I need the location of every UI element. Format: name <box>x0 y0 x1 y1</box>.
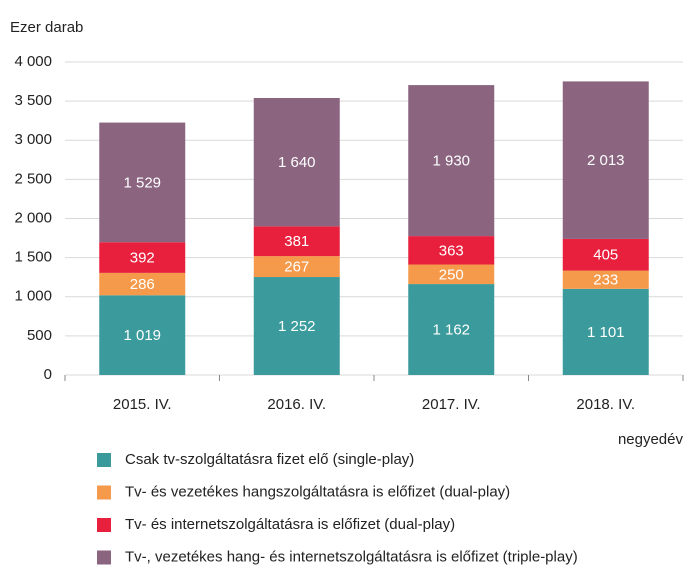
bar-segment <box>562 270 649 289</box>
legend-label: Tv-, vezetékes hang- és internetszolgált… <box>125 548 578 565</box>
legend-swatch <box>97 518 111 532</box>
y-tick-label: 500 <box>27 327 52 344</box>
data-label: 250 <box>439 266 464 283</box>
data-label: 1 640 <box>278 154 316 171</box>
legend-swatch <box>97 550 111 565</box>
x-axis-label: negyedév <box>618 431 684 448</box>
y-tick-label: 1 500 <box>14 249 52 266</box>
x-tick-label: 2017. IV. <box>422 396 481 413</box>
y-tick-label: 2 500 <box>14 170 52 187</box>
legend-swatch <box>97 453 111 467</box>
x-tick-label: 2018. IV. <box>576 396 635 413</box>
data-label: 1 162 <box>432 322 470 339</box>
bar-segment <box>408 284 495 375</box>
bar-segment <box>99 295 186 375</box>
data-label: 381 <box>284 233 309 250</box>
bar-segment <box>253 226 340 257</box>
y-tick-label: 3 500 <box>14 92 52 109</box>
data-label: 1 930 <box>432 153 470 170</box>
bar-segment <box>562 238 649 271</box>
bar-segment <box>253 97 340 227</box>
legend-label: Csak tv-szolgáltatásra fizet elő (single… <box>125 451 414 468</box>
bar-segment <box>562 288 649 375</box>
bar-segment <box>253 256 340 278</box>
data-label: 363 <box>439 242 464 259</box>
data-label: 2 013 <box>587 152 625 169</box>
x-tick-label: 2015. IV. <box>113 396 172 413</box>
data-label: 1 019 <box>123 327 161 344</box>
legend-label: Tv- és vezetékes hangszolgáltatásra is e… <box>125 483 510 500</box>
y-tick-label: 3 000 <box>14 131 52 148</box>
bar-segment <box>99 122 186 243</box>
legend-label: Tv- és internetszolgáltatásra is előfize… <box>125 516 455 533</box>
y-tick-label: 2 000 <box>14 209 52 226</box>
bar-segment <box>408 85 495 237</box>
y-tick-label: 4 000 <box>14 53 52 70</box>
y-tick-label: 0 <box>44 366 52 383</box>
data-label: 267 <box>284 259 309 276</box>
x-tick-label: 2016. IV. <box>267 396 326 413</box>
data-label: 286 <box>130 276 155 293</box>
bar-segment <box>253 277 340 375</box>
bar-segment <box>99 272 186 296</box>
data-label: 233 <box>593 272 618 289</box>
y-tick-label: 1 000 <box>14 288 52 305</box>
data-label: 1 529 <box>123 174 161 191</box>
bar-segment <box>562 81 649 239</box>
bar-segment <box>408 236 495 265</box>
data-label: 1 252 <box>278 318 316 335</box>
data-label: 1 101 <box>587 324 625 341</box>
y-axis-label: Ezer darab <box>10 19 83 36</box>
bar-segment <box>99 242 186 273</box>
bar-segment <box>408 264 495 285</box>
legend-swatch <box>97 485 111 500</box>
data-label: 405 <box>593 247 618 264</box>
data-label: 392 <box>130 250 155 267</box>
